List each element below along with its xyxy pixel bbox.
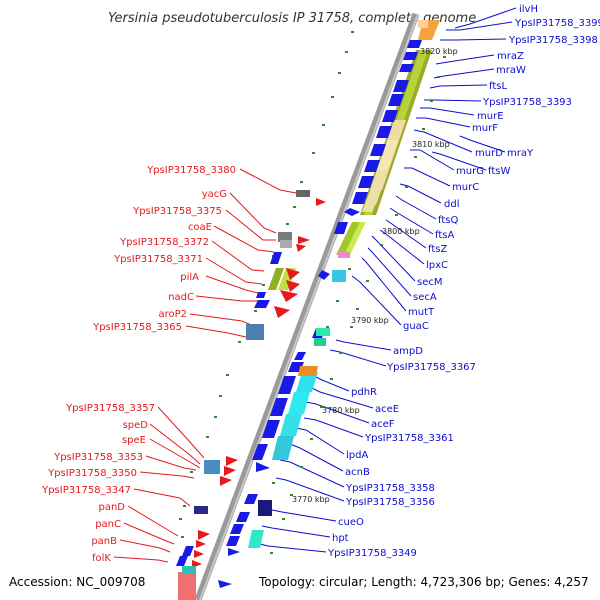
reverse-strand-genes <box>176 40 422 588</box>
gene-label: YpsIP31758_3349 <box>327 548 417 559</box>
forward-strand-genes <box>192 198 326 568</box>
scale-labels: 3820 kbp 3810 kbp 3800 kbp 3790 kbp 3780… <box>292 47 458 504</box>
gene-label: mutT <box>408 307 435 318</box>
gene-label: YpsIP31758_3380 <box>146 165 236 176</box>
genome-backbone <box>194 12 420 600</box>
gene-label: panC <box>95 519 121 530</box>
gene-label: YpsIP31758_3365 <box>92 322 182 333</box>
gene-label: panD <box>98 502 125 513</box>
gene-label: ddl <box>444 199 459 210</box>
gene-label: YpsIP31758_3350 <box>47 468 137 479</box>
gene-label: murC <box>452 182 479 193</box>
gene-label: pilA <box>180 272 199 283</box>
gene-label: aceE <box>375 404 399 415</box>
gene-label: folK <box>92 553 111 564</box>
gene-label: cueO <box>338 517 364 528</box>
gene-label: YpsIP31758_3353 <box>53 452 143 463</box>
footer-bg-right <box>255 572 600 592</box>
gene-label: speE <box>122 435 146 446</box>
scale-label: 3820 kbp <box>420 47 458 56</box>
gene-label: ftsZ <box>428 244 447 255</box>
gene-label: YpsIP31758_3372 <box>119 237 209 248</box>
gene-label: mraW <box>496 65 526 76</box>
left-leader-lines <box>113 168 297 563</box>
gene-label: mraY <box>507 148 534 159</box>
gene-label: murD <box>475 148 503 159</box>
gene-label: mraZ <box>497 51 524 62</box>
gene-label: ilvH <box>519 4 538 15</box>
gene-label: acnB <box>345 467 370 478</box>
gene-label: YpsIP31758_3398 <box>508 35 598 46</box>
gene-label: aroP2 <box>158 309 187 320</box>
footer-bg-left <box>0 572 160 592</box>
scale-label: 3780 kbp <box>322 406 360 415</box>
gene-label: ftsA <box>435 230 454 241</box>
accession-text: Accession: NC_009708 <box>9 575 145 589</box>
left-gene-labels: YpsIP31758_3380 yacG YpsIP31758_3375 coa… <box>41 165 236 564</box>
right-gene-labels: ilvH YpsIP31758_3399 YpsIP31758_3398 mra… <box>327 4 600 559</box>
other-features <box>178 20 428 600</box>
scale-label: 3770 kbp <box>292 495 330 504</box>
gene-label: ftsQ <box>438 215 458 226</box>
scale-label: 3810 kbp <box>412 140 450 149</box>
gene-label: ftsL <box>489 81 507 92</box>
gene-label: secA <box>413 292 437 303</box>
map-title: Yersinia pseudotuberculosis IP 31758, co… <box>108 11 476 26</box>
gene-label: guaC <box>403 321 429 332</box>
gene-label: YpsIP31758_3357 <box>65 403 155 414</box>
gene-label: YpsIP31758_3356 <box>345 497 435 508</box>
gene-label: coaE <box>188 222 212 233</box>
scale-label: 3800 kbp <box>382 227 420 236</box>
gene-label: YpsIP31758_3393 <box>482 97 572 108</box>
gene-label: ampD <box>393 346 423 357</box>
gene-label: lpdA <box>346 450 368 461</box>
gene-label: YpsIP31758_3358 <box>345 483 435 494</box>
gene-label: YpsIP31758_3367 <box>386 362 476 373</box>
gene-label: YpsIP31758_3399 <box>514 18 600 29</box>
gene-label: secM <box>417 277 443 288</box>
gene-label: lpxC <box>426 260 448 271</box>
gene-label: murG <box>456 166 484 177</box>
scale-label: 3790 kbp <box>351 316 389 325</box>
gene-label: YpsIP31758_3375 <box>132 206 222 217</box>
gene-label: hpt <box>332 533 349 544</box>
gene-label: aceF <box>371 419 395 430</box>
gene-label: speD <box>123 420 149 431</box>
gene-label: YpsIP31758_3361 <box>364 433 454 444</box>
gene-label: panB <box>91 536 117 547</box>
gene-label: YpsIP31758_3371 <box>113 254 203 265</box>
gene-label: ftsW <box>488 166 510 177</box>
gene-label: murE <box>477 111 504 122</box>
right-leader-lines <box>259 7 517 553</box>
gene-label: nadC <box>168 292 194 303</box>
topology-text: Topology: circular; Length: 4,723,306 bp… <box>258 575 589 589</box>
gene-label: YpsIP31758_3347 <box>41 485 131 496</box>
content-band <box>268 20 440 290</box>
gene-label: yacG <box>202 189 227 200</box>
gene-label: pdhR <box>351 387 377 398</box>
gene-label: murF <box>472 123 498 134</box>
